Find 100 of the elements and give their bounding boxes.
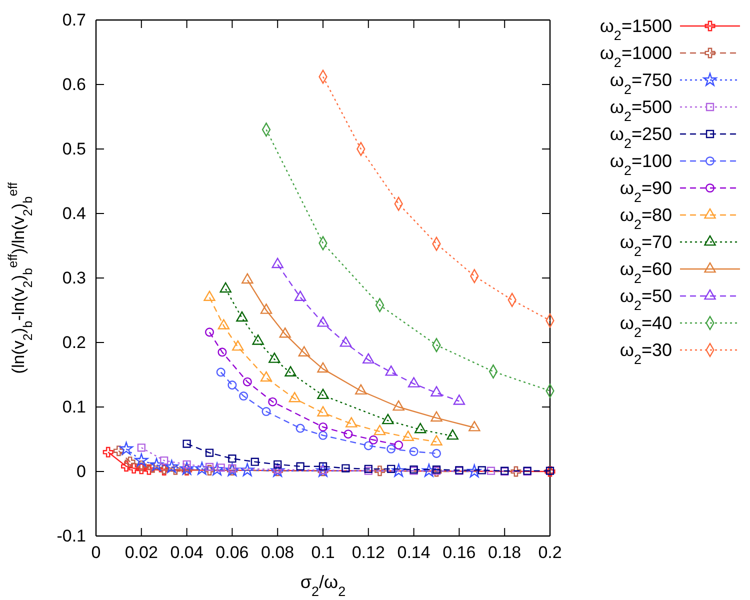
point — [121, 461, 132, 472]
point — [288, 392, 300, 402]
point — [204, 328, 214, 337]
x-tick-label: 0.1 — [311, 543, 335, 562]
point — [432, 448, 442, 458]
legend-label: ω$_{2}$=70 — [620, 232, 672, 258]
point — [387, 464, 396, 473]
point — [252, 334, 264, 345]
point — [279, 327, 291, 338]
point — [195, 462, 209, 475]
point — [205, 448, 214, 457]
point — [394, 440, 404, 450]
point — [204, 290, 216, 301]
legend-label: ω$_{2}$=1500 — [600, 16, 672, 42]
point — [364, 441, 373, 450]
legend-label: ω$_{2}$=100 — [610, 151, 672, 178]
point — [134, 453, 148, 466]
x-tick-label: 0.16 — [442, 543, 476, 562]
point — [382, 414, 394, 424]
y-tick-label: 0.3 — [62, 268, 86, 288]
point — [386, 444, 396, 454]
y-tick-label: 0.4 — [62, 204, 86, 223]
point — [124, 456, 136, 468]
point — [260, 371, 272, 382]
x-tick-label: 0.2 — [538, 543, 562, 562]
point — [355, 384, 367, 395]
point — [136, 464, 147, 474]
x-tick-label: 0.08 — [261, 543, 294, 562]
point — [296, 424, 305, 433]
point — [136, 460, 147, 471]
point — [262, 407, 271, 416]
point — [298, 346, 310, 356]
legend-label: ω$_{2}$=60 — [620, 259, 672, 286]
point — [296, 462, 304, 470]
legend-label: ω$_{2}$=90 — [620, 178, 672, 204]
y-tick-label: 0.7 — [62, 10, 86, 30]
point — [374, 424, 386, 436]
legend-label: ω$_{2}$=80 — [620, 205, 672, 232]
point — [510, 466, 522, 477]
point — [128, 463, 140, 474]
point — [204, 464, 215, 476]
point — [220, 282, 232, 293]
point — [205, 462, 214, 472]
point — [210, 462, 224, 476]
point — [268, 352, 280, 363]
point — [344, 430, 353, 439]
point — [414, 422, 426, 434]
point — [422, 464, 436, 477]
point — [392, 464, 406, 477]
y-tick-label: 0.5 — [62, 139, 86, 158]
point — [318, 422, 328, 432]
point — [228, 454, 236, 463]
point — [272, 258, 284, 268]
point — [250, 458, 259, 466]
point — [317, 316, 329, 327]
y-tick-label: 0 — [76, 462, 86, 481]
point — [113, 446, 124, 456]
point — [242, 377, 252, 386]
x-tick-label: 0.04 — [170, 543, 204, 562]
point — [216, 368, 226, 377]
legend-label: ω$_{2}$=1000 — [600, 43, 672, 70]
point — [150, 458, 164, 471]
point — [430, 386, 442, 396]
legend-label: ω$_{2}$=50 — [620, 286, 672, 312]
point — [164, 460, 178, 473]
y-tick-label: 0.2 — [62, 332, 86, 352]
point — [160, 456, 168, 465]
x-tick-label: 0.14 — [397, 543, 430, 562]
x-axis-title: σ$_{2}$/ω$_{2}$ — [300, 572, 346, 598]
point — [430, 435, 442, 446]
point — [228, 380, 237, 390]
point — [486, 466, 496, 475]
point — [180, 462, 194, 475]
point — [232, 340, 244, 351]
point — [317, 362, 329, 373]
point — [368, 435, 378, 444]
x-tick-label: 0.06 — [216, 543, 249, 562]
point — [274, 460, 282, 468]
point — [346, 417, 358, 428]
legend-label: ω$_{2}$=500 — [610, 97, 672, 124]
point — [242, 273, 254, 284]
x-tick-label: 0.02 — [124, 543, 158, 562]
point — [409, 447, 418, 456]
legend-label: ω$_{2}$=250 — [610, 124, 672, 150]
point — [102, 446, 114, 458]
legend-label: ω$_{2}$=40 — [620, 313, 672, 340]
y-tick-label: -0.1 — [56, 526, 86, 546]
point — [430, 411, 442, 422]
point — [317, 388, 329, 400]
x-tick-label: 0.12 — [352, 543, 385, 562]
point — [468, 464, 482, 478]
point — [144, 464, 154, 475]
point — [137, 444, 146, 452]
point — [318, 430, 328, 440]
point — [446, 429, 458, 440]
point — [119, 442, 134, 455]
point — [239, 392, 248, 401]
point — [478, 466, 486, 474]
y-tick-label: 0.6 — [62, 74, 86, 94]
point — [385, 365, 397, 376]
